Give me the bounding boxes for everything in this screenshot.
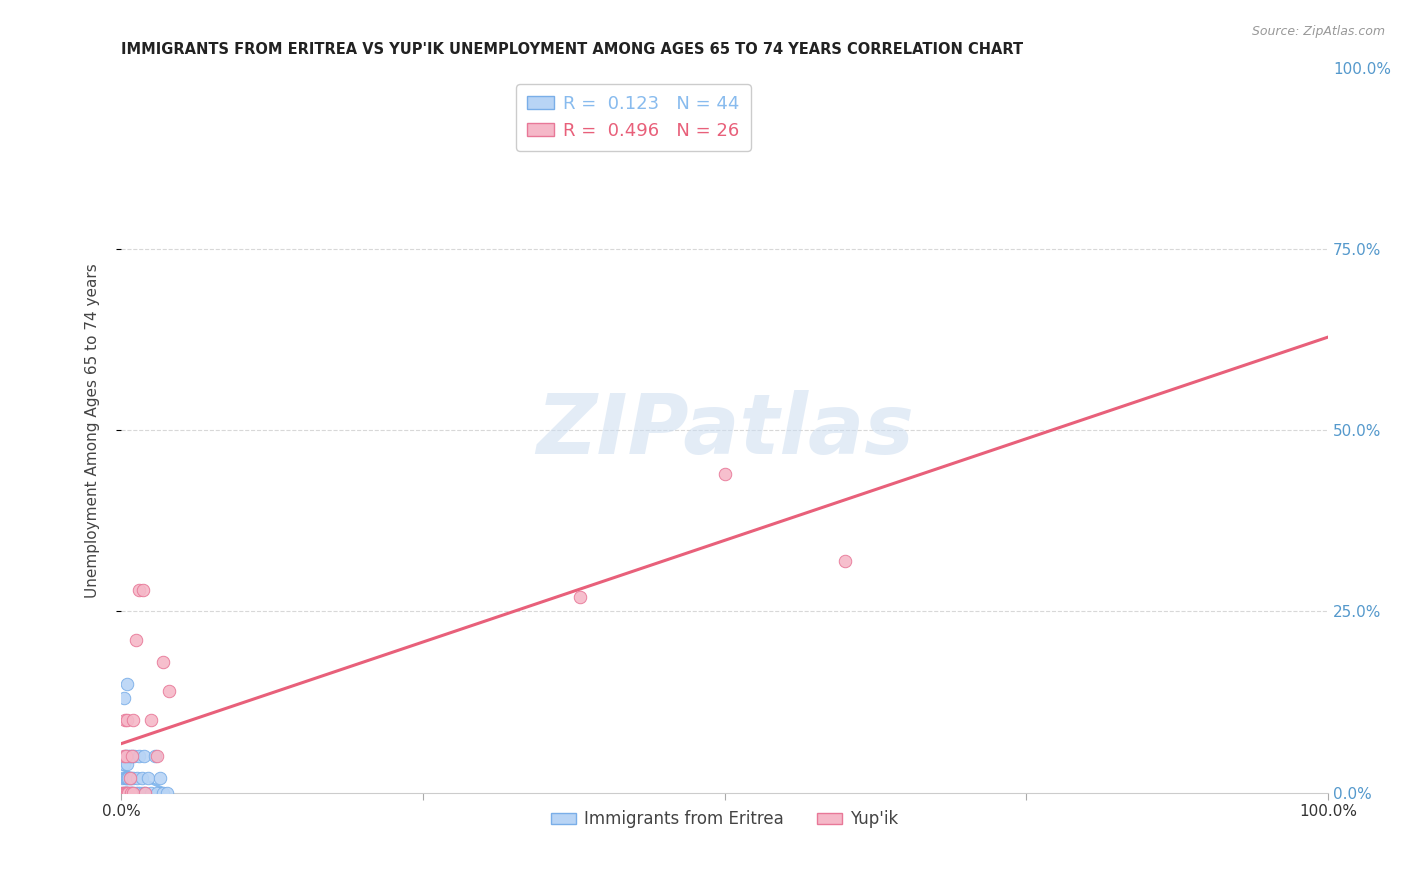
Point xyxy=(115,771,138,785)
Point xyxy=(117,786,139,800)
Point xyxy=(112,691,135,706)
Text: Source: ZipAtlas.com: Source: ZipAtlas.com xyxy=(1251,25,1385,38)
Point xyxy=(124,749,146,764)
Point xyxy=(114,713,136,727)
Point xyxy=(141,713,163,727)
Point xyxy=(834,554,856,568)
Point xyxy=(129,786,152,800)
Point xyxy=(134,786,156,800)
Point xyxy=(114,786,136,800)
Point xyxy=(134,786,156,800)
Point xyxy=(132,582,155,597)
Point xyxy=(568,590,591,604)
Point xyxy=(115,786,138,800)
Point xyxy=(125,771,148,785)
Point xyxy=(115,786,138,800)
Point xyxy=(122,786,145,800)
Point xyxy=(111,786,134,800)
Point xyxy=(117,771,139,785)
Point xyxy=(132,749,155,764)
Point xyxy=(131,771,153,785)
Point xyxy=(120,786,142,800)
Point xyxy=(149,771,172,785)
Point xyxy=(128,749,150,764)
Point xyxy=(114,771,136,785)
Point xyxy=(118,786,141,800)
Point xyxy=(115,771,138,785)
Point xyxy=(124,786,146,800)
Point xyxy=(115,786,138,800)
Point xyxy=(115,756,138,771)
Point xyxy=(118,771,141,785)
Point xyxy=(115,749,138,764)
Point xyxy=(120,786,142,800)
Point xyxy=(115,749,138,764)
Point xyxy=(117,749,139,764)
Point xyxy=(112,756,135,771)
Legend: Immigrants from Eritrea, Yup'ik: Immigrants from Eritrea, Yup'ik xyxy=(544,804,905,835)
Point xyxy=(115,786,138,800)
Point xyxy=(122,713,145,727)
Point xyxy=(112,749,135,764)
Point xyxy=(114,749,136,764)
Point xyxy=(713,467,735,481)
Point xyxy=(152,786,174,800)
Point xyxy=(143,749,166,764)
Text: IMMIGRANTS FROM ERITREA VS YUP'IK UNEMPLOYMENT AMONG AGES 65 TO 74 YEARS CORRELA: IMMIGRANTS FROM ERITREA VS YUP'IK UNEMPL… xyxy=(121,42,1024,57)
Point xyxy=(122,786,145,800)
Point xyxy=(156,786,179,800)
Point xyxy=(117,786,139,800)
Point xyxy=(121,749,143,764)
Point xyxy=(146,786,169,800)
Point xyxy=(111,786,134,800)
Point xyxy=(112,786,135,800)
Point xyxy=(128,582,150,597)
Point xyxy=(127,786,149,800)
Point xyxy=(115,713,138,727)
Point xyxy=(121,786,143,800)
Point xyxy=(111,771,134,785)
Point xyxy=(152,655,174,669)
Point xyxy=(118,749,141,764)
Point xyxy=(132,786,155,800)
Point xyxy=(114,786,136,800)
Point xyxy=(115,677,138,691)
Point xyxy=(120,771,142,785)
Point xyxy=(141,786,163,800)
Point xyxy=(124,633,146,648)
Point xyxy=(112,786,135,800)
Point xyxy=(122,771,145,785)
Point xyxy=(118,771,141,785)
Text: ZIPatlas: ZIPatlas xyxy=(536,390,914,471)
Y-axis label: Unemployment Among Ages 65 to 74 years: Unemployment Among Ages 65 to 74 years xyxy=(86,263,100,598)
Point xyxy=(146,749,169,764)
Point xyxy=(157,684,180,698)
Point xyxy=(136,771,159,785)
Point xyxy=(121,749,143,764)
